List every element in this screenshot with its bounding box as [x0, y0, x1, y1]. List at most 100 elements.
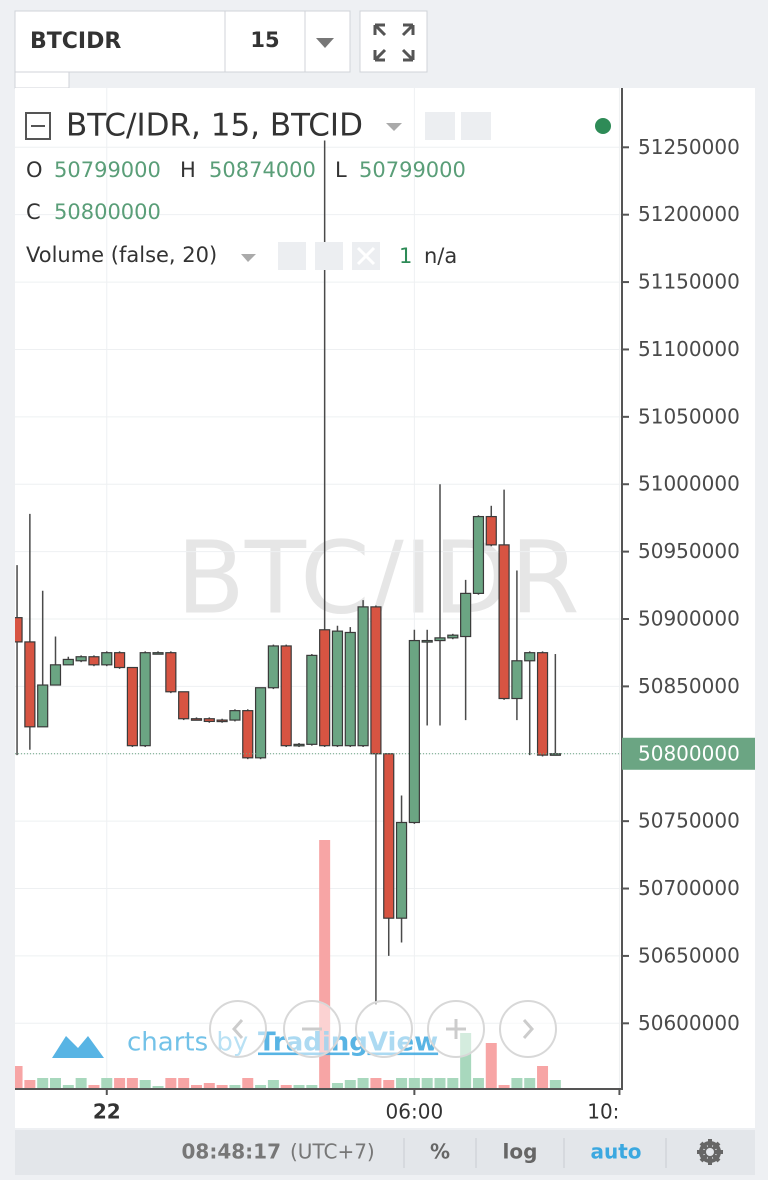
x-tick-label: 22	[93, 1100, 121, 1124]
candle-body	[37, 684, 49, 728]
status-dot	[595, 118, 611, 134]
percent-toggle[interactable]: %	[430, 1140, 450, 1164]
y-tick-label: 51000000	[638, 472, 740, 496]
collapse-legend-button[interactable]	[25, 112, 51, 140]
volume-bar	[293, 1085, 305, 1088]
candle-body	[165, 652, 177, 693]
y-tick-label: 50600000	[638, 1011, 740, 1035]
y-tick-label: 50850000	[638, 674, 740, 698]
close-value: 50800000	[54, 200, 161, 224]
y-tick-label: 51100000	[638, 337, 740, 361]
fullscreen-button[interactable]	[359, 10, 428, 73]
volume-layer	[15, 840, 561, 1088]
volume-bar	[434, 1078, 446, 1088]
volume-bar	[24, 1080, 36, 1088]
volume-bar	[344, 1080, 356, 1088]
auto-toggle[interactable]: auto	[590, 1140, 641, 1164]
high-label: H	[180, 158, 196, 182]
candle-body	[62, 658, 74, 666]
volume-bar	[15, 1066, 23, 1088]
nav-buttons	[209, 1000, 557, 1058]
volume-bar	[126, 1078, 138, 1088]
candle-body	[421, 639, 433, 643]
candle-body	[344, 631, 356, 747]
volume-bar	[498, 1085, 510, 1088]
volume-bar	[549, 1080, 561, 1088]
candle-body	[229, 710, 241, 721]
volume-bar	[511, 1078, 523, 1088]
volume-bar	[319, 840, 331, 1088]
volume-dropdown[interactable]	[241, 254, 256, 262]
x-tick-label: 06:00	[386, 1100, 444, 1124]
volume-settings[interactable]	[315, 242, 343, 270]
candle-body	[460, 592, 472, 638]
timezone: (UTC+7)	[290, 1140, 375, 1164]
grid	[15, 88, 622, 1088]
y-tick-label: 51150000	[638, 270, 740, 294]
volume-count: 1	[399, 244, 412, 268]
x-tick-label: 10:	[587, 1100, 619, 1124]
volume-value: n/a	[424, 244, 457, 268]
close-label: C	[26, 200, 41, 224]
volume-bar	[101, 1078, 113, 1088]
clock: 08:48:17	[182, 1140, 282, 1164]
remove-icon	[356, 246, 376, 266]
y-tick-label: 50900000	[638, 606, 740, 630]
volume-bar	[216, 1085, 228, 1088]
candle-body	[511, 660, 523, 700]
candle-body	[408, 639, 420, 824]
volume-visibility[interactable]	[278, 242, 306, 270]
y-tick-label: 51200000	[638, 202, 740, 226]
candle-body	[485, 515, 497, 546]
candle-body	[49, 664, 62, 686]
volume-bar	[50, 1078, 62, 1088]
interval-box[interactable]	[224, 10, 306, 73]
dropdown-arrow	[316, 38, 334, 48]
y-tick-label: 50950000	[638, 539, 740, 563]
fullscreen-icon	[373, 23, 415, 62]
low-value: 50799000	[359, 158, 466, 182]
settings-button[interactable]	[461, 112, 491, 140]
volume-bar	[537, 1066, 549, 1088]
candle-body	[524, 652, 536, 662]
candle-body	[126, 666, 139, 747]
candle-body	[24, 641, 36, 728]
volume-bar	[165, 1078, 177, 1088]
candle-body	[75, 656, 87, 662]
symbol-box[interactable]	[14, 10, 226, 73]
candle-body	[472, 515, 485, 594]
settings-gear[interactable]	[697, 1139, 723, 1165]
volume-bar	[370, 1078, 382, 1088]
volume-bar	[331, 1083, 343, 1088]
candle-body	[498, 544, 510, 700]
volume-bar	[178, 1078, 190, 1088]
candle-body	[178, 691, 190, 720]
scroll-left[interactable]	[209, 1000, 267, 1058]
reset[interactable]	[355, 1000, 413, 1058]
candle-body	[319, 629, 331, 747]
candle-body	[293, 743, 305, 747]
candle-body	[383, 753, 395, 919]
candle-body	[357, 606, 369, 747]
y-tick-label: 50700000	[638, 876, 740, 900]
scroll-right[interactable]	[499, 1000, 557, 1058]
candle-body	[280, 645, 292, 747]
volume-bar	[62, 1085, 74, 1088]
visibility-button[interactable]	[425, 112, 455, 140]
candle-body	[113, 652, 126, 669]
title-dropdown[interactable]	[386, 123, 402, 131]
nav-icons	[231, 1019, 535, 1039]
last-price-box	[622, 737, 755, 770]
collapse-tab[interactable]	[14, 71, 70, 89]
volume-bar	[472, 1078, 484, 1088]
candle-body	[88, 656, 100, 666]
volume-bar	[203, 1083, 215, 1088]
volume-bar	[152, 1086, 164, 1088]
volume-bar	[460, 1033, 472, 1088]
volume-title: Volume (false, 20)	[26, 243, 217, 267]
volume-bar	[255, 1085, 267, 1088]
log-toggle[interactable]: log	[503, 1140, 538, 1164]
volume-bar	[267, 1080, 279, 1088]
volume-bar	[357, 1078, 369, 1088]
